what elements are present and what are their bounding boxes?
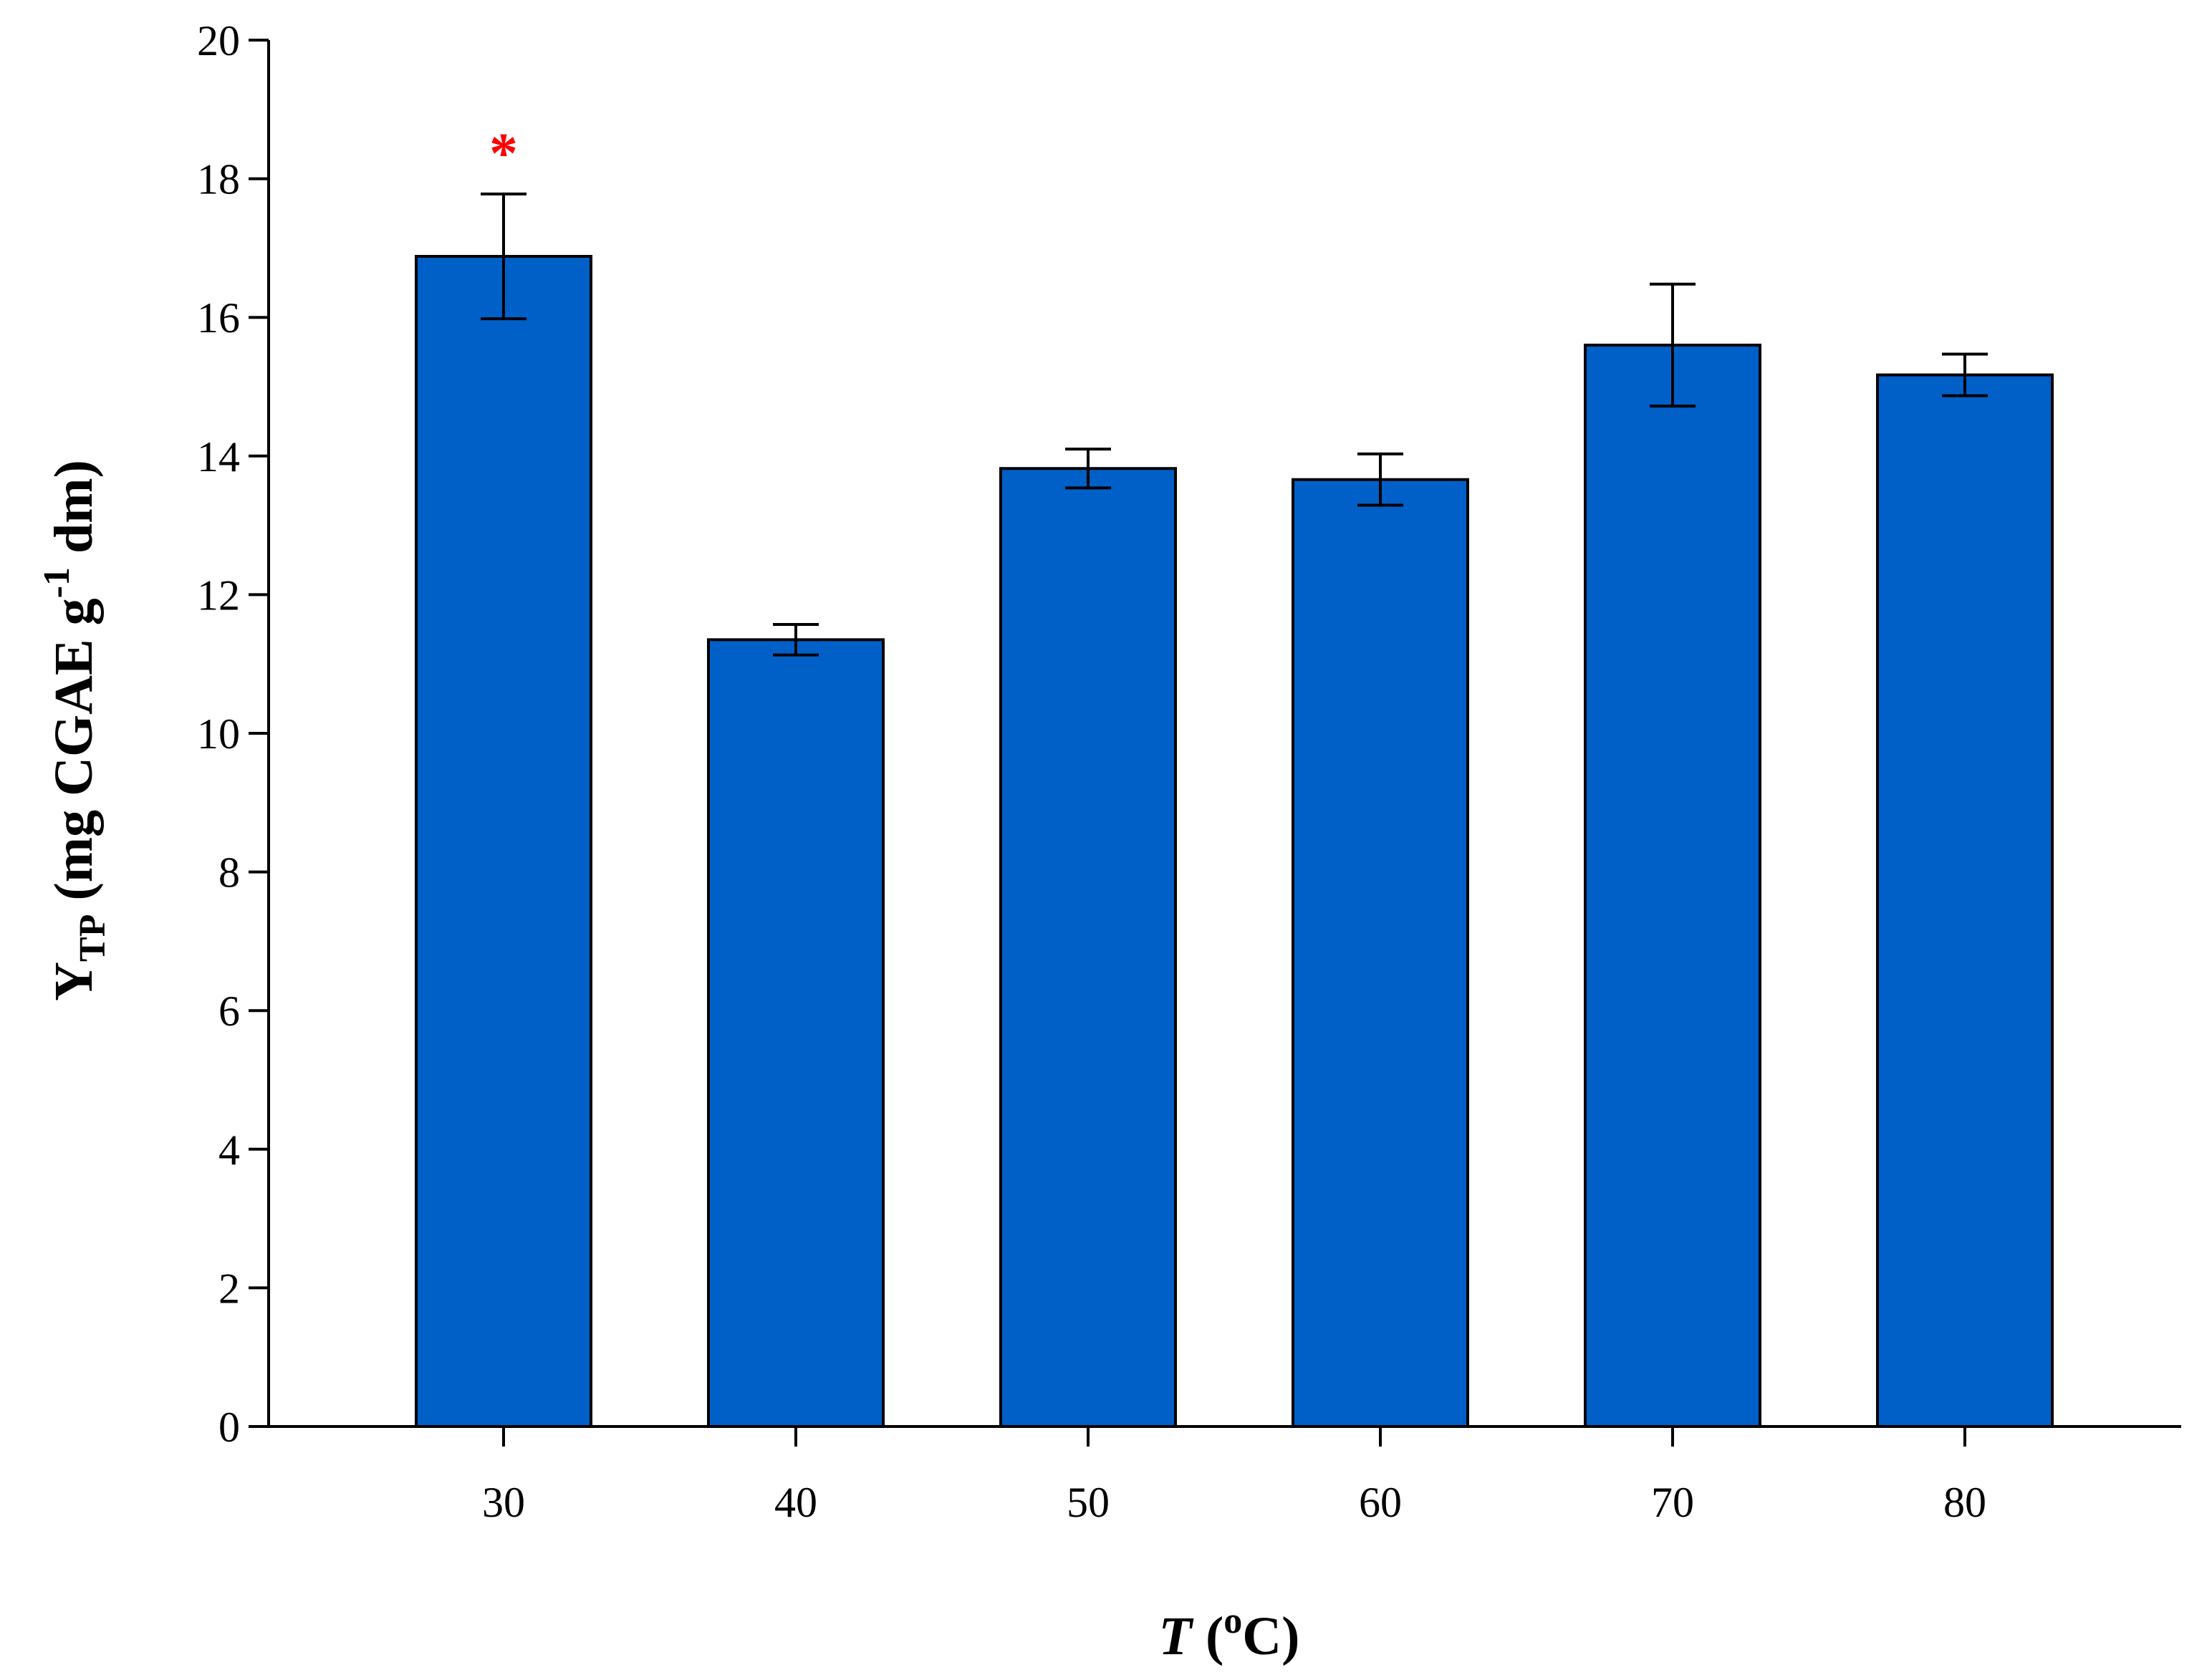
bar-60 [1292,478,1469,1428]
y-tick-label: 6 [218,988,240,1035]
x-tick-label: 40 [774,1479,817,1526]
y-tick-label: 16 [197,294,240,342]
y-tick-label: 4 [218,1126,240,1174]
error-bar-40 [773,623,819,657]
error-bar-70 [1650,282,1696,408]
significance-marker: * [489,122,518,185]
bar-40 [707,638,885,1429]
bar-70 [1584,343,1761,1428]
annotations-layer: * [489,122,518,185]
x-ticks-layer: 30 40 50 60 70 80 [482,1426,1986,1526]
x-tick-label: 30 [482,1479,525,1526]
y-axis-title: YTP (mg CGAE g-1 dm) [37,460,113,1001]
y-tick-label: 20 [197,17,240,64]
error-bar-60 [1357,452,1403,507]
bar-30 [415,255,592,1428]
y-tick-label: 2 [218,1265,240,1312]
error-bar-80 [1942,352,1988,397]
y-tick-label: 12 [197,571,240,619]
bar-80 [1876,373,2054,1429]
bar-50 [999,467,1177,1428]
y-ticks-layer: 0 2 4 6 8 10 12 14 16 18 20 [197,17,269,1451]
y-tick-label: 14 [197,433,240,481]
x-tick-label: 50 [1067,1479,1110,1526]
x-tick-label: 60 [1359,1479,1402,1526]
y-tick-label: 0 [218,1404,240,1451]
x-axis-title: T (oC) [1159,1601,1300,1666]
error-bar-30 [481,192,526,321]
x-tick-label: 80 [1943,1479,1986,1526]
error-bars-layer [481,192,1988,657]
y-tick-label: 18 [197,156,240,203]
error-bar-50 [1065,448,1111,490]
x-tick-label: 70 [1651,1479,1694,1526]
y-tick-label: 8 [218,849,240,897]
y-tick-label: 10 [197,710,240,758]
bars-layer [415,255,2054,1429]
